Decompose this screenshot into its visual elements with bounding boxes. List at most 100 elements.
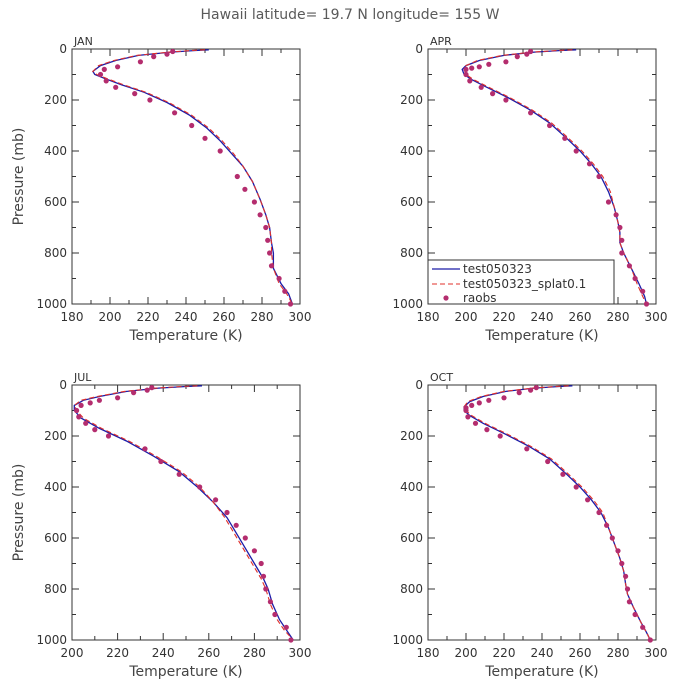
- x-tick-label: 240: [175, 310, 198, 324]
- raobs-point: [263, 586, 269, 592]
- raobs-point: [87, 400, 93, 406]
- x-tick-label: 280: [607, 310, 630, 324]
- raobs-point: [528, 48, 534, 55]
- legend-label-test050323: test050323: [463, 262, 532, 276]
- x-tick-label: 280: [243, 646, 266, 660]
- raobs-point: [547, 122, 553, 129]
- y-tick-label: 600: [400, 531, 423, 545]
- raobs-point: [463, 71, 469, 78]
- raobs-point: [469, 402, 475, 408]
- y-tick-label: 200: [400, 429, 423, 443]
- legend-box: [427, 259, 615, 305]
- raobs-point: [242, 535, 248, 541]
- raobs-point: [170, 48, 176, 55]
- y-tick-label: 600: [44, 195, 67, 209]
- raobs-point: [472, 420, 479, 426]
- series-line-test050323: [92, 49, 294, 305]
- raobs-point: [115, 64, 121, 70]
- y-tick-label: 800: [44, 582, 67, 596]
- y-tick-label: 0: [415, 378, 423, 392]
- raobs-point: [497, 433, 503, 439]
- raobs-point: [260, 573, 267, 579]
- y-tick-label: 800: [400, 246, 423, 260]
- raobs-point: [267, 250, 273, 256]
- raobs-point: [503, 59, 509, 65]
- y-tick-label: 400: [400, 144, 423, 158]
- x-tick-label: 300: [289, 646, 312, 660]
- raobs-point: [176, 471, 182, 477]
- y-tick-label: 400: [44, 480, 67, 494]
- raobs-point: [257, 212, 263, 218]
- raobs-point: [78, 402, 84, 408]
- raobs-point: [131, 390, 137, 396]
- y-tick-label: 1000: [392, 633, 423, 647]
- x-tick-label: 240: [531, 310, 554, 324]
- series-line-test050323-splat: [92, 49, 293, 305]
- x-axis-label: Temperature (K): [484, 664, 598, 680]
- x-tick-label: 180: [61, 310, 84, 324]
- raobs-point: [101, 66, 107, 72]
- raobs-point: [640, 288, 646, 294]
- y-tick-label: 0: [59, 42, 67, 56]
- y-tick-label: 800: [44, 246, 67, 260]
- raobs-point: [96, 397, 102, 403]
- raobs-point: [503, 97, 509, 103]
- raobs-point: [113, 84, 119, 90]
- raobs-point: [524, 51, 530, 57]
- x-tick-label: 280: [607, 646, 630, 660]
- raobs-point: [624, 586, 631, 592]
- raobs-point: [573, 148, 579, 154]
- raobs-point: [97, 71, 104, 78]
- raobs-point: [132, 91, 138, 97]
- raobs-point: [137, 59, 143, 65]
- x-tick-label: 180: [417, 646, 440, 660]
- raobs-point: [596, 173, 602, 180]
- x-tick-label: 200: [455, 646, 478, 660]
- raobs-point: [92, 427, 98, 433]
- raobs-point: [478, 84, 484, 90]
- series-raobs: [74, 385, 294, 643]
- legend-swatch-marker: [443, 295, 449, 301]
- x-tick-label: 260: [197, 646, 220, 660]
- raobs-point: [516, 390, 522, 396]
- raobs-point: [189, 122, 195, 129]
- raobs-point: [613, 212, 619, 218]
- legend-label-splat: test050323_splat0.1: [463, 277, 586, 291]
- y-tick-label: 400: [44, 144, 67, 158]
- raobs-point: [172, 110, 178, 116]
- series-raobs: [97, 48, 294, 307]
- raobs-point: [619, 560, 625, 567]
- raobs-point: [560, 471, 566, 477]
- panel-oct: 180 200 220 240 260 280 300 0 200 400 600 800 1000 OC…: [392, 371, 667, 680]
- raobs-point: [272, 611, 278, 618]
- raobs-point: [83, 420, 89, 426]
- series-raobs: [463, 48, 650, 307]
- raobs-point: [528, 110, 534, 116]
- raobs-point: [623, 573, 629, 579]
- raobs-point: [484, 427, 490, 433]
- raobs-point: [224, 509, 230, 516]
- raobs-point: [267, 599, 273, 605]
- raobs-point: [501, 395, 507, 401]
- raobs-point: [287, 301, 294, 307]
- raobs-point: [632, 275, 638, 282]
- raobs-point: [149, 385, 155, 391]
- x-tick-label: 300: [645, 646, 668, 660]
- x-tick-label: 220: [106, 646, 129, 660]
- x-axis-label: Temperature (K): [128, 664, 242, 680]
- raobs-point: [233, 522, 239, 528]
- raobs-point: [276, 275, 282, 282]
- raobs-point: [283, 624, 289, 630]
- panel-jan: 180 200 220 240 260 280 300 0 200 400 600 800 1000 JA…: [11, 35, 311, 344]
- raobs-point: [562, 135, 568, 141]
- raobs-point: [242, 186, 248, 192]
- x-tick-label: 240: [531, 646, 554, 660]
- raobs-point: [467, 78, 473, 84]
- y-axis-label: Pressure (mb): [11, 464, 27, 562]
- y-axis-label: Pressure (mb): [11, 128, 27, 226]
- raobs-point: [268, 263, 275, 269]
- raobs-point: [251, 548, 257, 554]
- y-tick-label: 200: [44, 429, 67, 443]
- raobs-point: [217, 148, 223, 154]
